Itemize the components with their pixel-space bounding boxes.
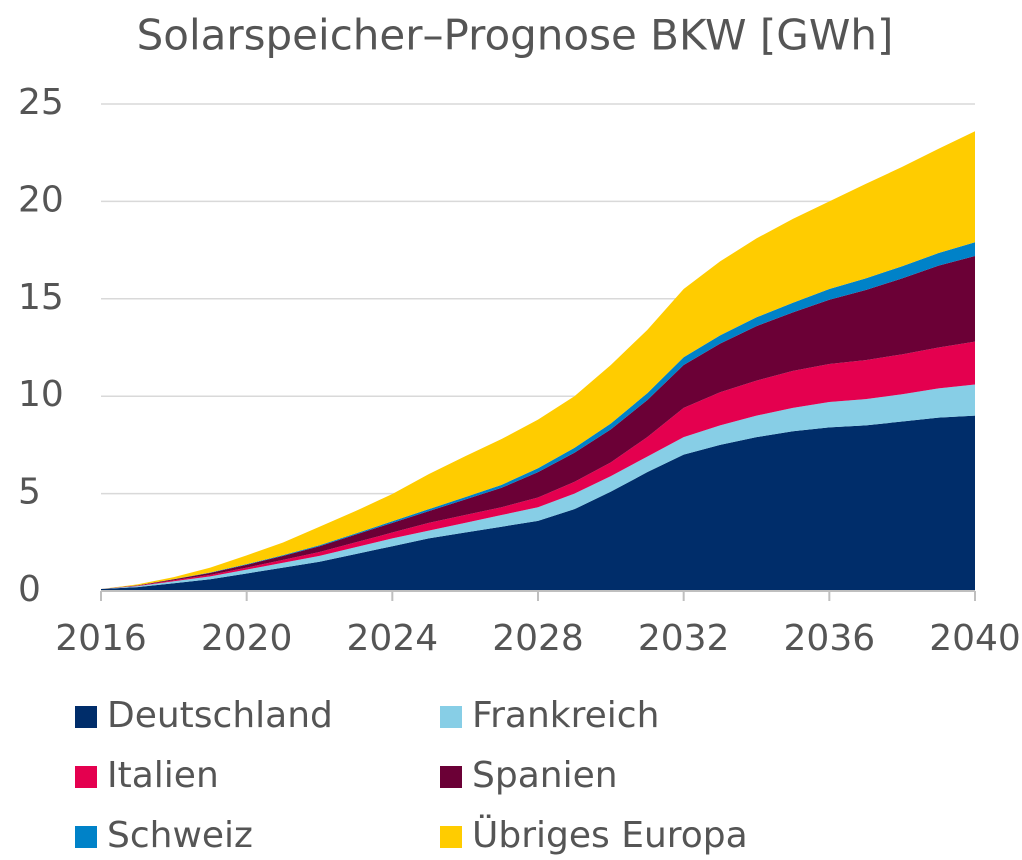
area — [101, 131, 975, 590]
area — [101, 242, 975, 590]
area — [101, 341, 975, 590]
y-tick-label: 15 — [18, 277, 64, 318]
x-tick-label: 2036 — [784, 618, 876, 659]
x-tick-label: 2020 — [201, 618, 293, 659]
legend-swatch — [75, 706, 97, 728]
legend-label: Frankreich — [472, 695, 659, 736]
x-tick-label: 2032 — [638, 618, 730, 659]
area — [101, 415, 975, 591]
legend-swatch — [75, 826, 97, 848]
legend-label: Übriges Europa — [472, 814, 748, 856]
y-tick-label: 25 — [18, 82, 64, 123]
y-tick-label: 5 — [18, 472, 41, 513]
legend-label: Schweiz — [107, 815, 253, 856]
y-tick-label: 0 — [18, 569, 41, 610]
legend-label: Spanien — [472, 755, 618, 796]
legend-swatch — [75, 766, 97, 788]
x-tick-label: 2028 — [492, 618, 584, 659]
x-tick-label: 2040 — [929, 618, 1021, 659]
x-tick-label: 2024 — [347, 618, 439, 659]
legend-swatch — [440, 766, 462, 788]
area — [101, 255, 975, 590]
legend-swatch — [440, 826, 462, 848]
legend-label: Deutschland — [107, 695, 333, 736]
y-tick-label: 20 — [18, 179, 64, 220]
area — [101, 384, 975, 590]
chart-title: Solarspeicher–Prognose BKW [GWh] — [137, 11, 894, 60]
y-tick-label: 10 — [18, 374, 64, 415]
x-tick-label: 2016 — [55, 618, 147, 659]
legend-label: Italien — [107, 755, 219, 796]
legend-swatch — [440, 706, 462, 728]
